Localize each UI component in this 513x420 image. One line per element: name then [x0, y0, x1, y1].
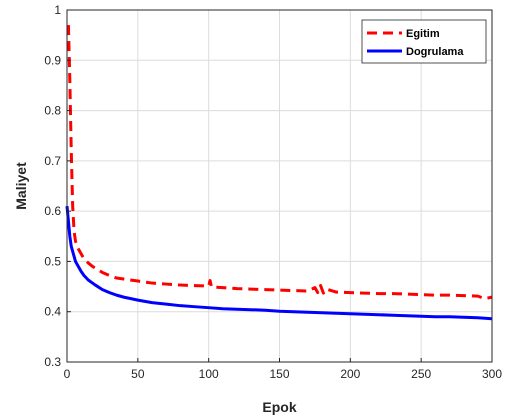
series-lines [65, 25, 493, 321]
x-tick-label: 250 [411, 367, 431, 381]
series-line-egitim [66, 25, 493, 301]
y-tick-label: 0.7 [44, 154, 61, 168]
legend-label-egitim: Egitim [406, 28, 440, 40]
y-axis-label: Maliyet [13, 162, 29, 210]
x-tick-label: 300 [482, 367, 502, 381]
x-tick-label: 0 [64, 367, 71, 381]
x-tick-label: 200 [340, 367, 360, 381]
legend: Egitim Dogrulama [361, 19, 487, 64]
legend-box [361, 19, 487, 64]
series-line-dogrulama [65, 205, 493, 321]
y-tick-label: 0.8 [44, 104, 61, 118]
y-tick-label: 0.4 [44, 305, 61, 319]
x-tick-label: 100 [199, 367, 219, 381]
y-tick-label: 0.9 [44, 53, 61, 67]
y-tick-label: 0.5 [44, 254, 61, 268]
x-tick-label: 50 [131, 367, 145, 381]
x-axis-label: Epok [262, 399, 296, 415]
axis-ticks: 0 50 100 150 200 250 300 0.3 0.4 0.5 0.6 0.7 0.8 0.9 1 [44, 3, 502, 381]
y-tick-label: 0.6 [44, 204, 61, 218]
y-tick-label: 0.3 [44, 355, 61, 369]
y-tick-label: 1 [54, 3, 61, 17]
x-tick-label: 150 [269, 367, 289, 381]
legend-label-dogrulama: Dogrulama [406, 46, 464, 58]
